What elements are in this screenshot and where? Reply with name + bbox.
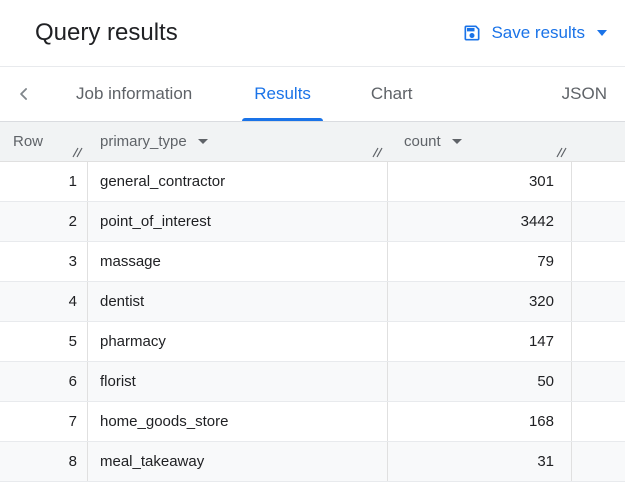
primary-type-cell[interactable]: florist — [88, 362, 388, 401]
column-resize-handle-icon[interactable] — [370, 146, 385, 159]
tab-json[interactable]: JSON — [544, 67, 625, 121]
primary-type-cell[interactable]: general_contractor — [88, 162, 388, 201]
tab-job-information[interactable]: Job information — [58, 67, 210, 121]
spacer-cell — [572, 202, 625, 241]
count-cell[interactable]: 320 — [388, 282, 572, 321]
primary-type-cell[interactable]: point_of_interest — [88, 202, 388, 241]
count-cell[interactable]: 301 — [388, 162, 572, 201]
column-resize-handle-icon[interactable] — [70, 146, 85, 159]
spacer-cell — [572, 402, 625, 441]
primary-type-sort-caret-icon[interactable] — [197, 139, 208, 144]
title-bar: Query results Save results — [0, 0, 625, 67]
count-cell[interactable]: 3442 — [388, 202, 572, 241]
save-icon — [462, 23, 482, 43]
table-header: Row primary_type count — [0, 122, 625, 162]
column-header-spacer — [572, 122, 625, 161]
spacer-cell — [572, 162, 625, 201]
spacer-cell — [572, 322, 625, 361]
column-header-row-label: Row — [13, 133, 44, 150]
save-results-button[interactable]: Save results — [454, 17, 615, 49]
count-cell[interactable]: 168 — [388, 402, 572, 441]
spacer-cell — [572, 242, 625, 281]
count-cell[interactable]: 31 — [388, 442, 572, 481]
spacer-cell — [572, 282, 625, 321]
column-header-row: Row — [0, 122, 88, 161]
table-row[interactable]: 6 florist 50 — [0, 362, 625, 402]
row-number-cell: 5 — [0, 322, 88, 361]
row-number-cell: 2 — [0, 202, 88, 241]
column-header-primary-type: primary_type — [88, 122, 388, 161]
table-row[interactable]: 1 general_contractor 301 — [0, 162, 625, 202]
column-header-count-label: count — [404, 133, 441, 150]
table-row[interactable]: 4 dentist 320 — [0, 282, 625, 322]
column-header-count: count — [388, 122, 572, 161]
back-chevron-button[interactable] — [0, 67, 48, 121]
page-title: Query results — [35, 19, 178, 46]
spacer-cell — [572, 442, 625, 481]
row-number-cell: 6 — [0, 362, 88, 401]
row-number-cell: 7 — [0, 402, 88, 441]
tab-results[interactable]: Results — [236, 67, 329, 121]
table-row[interactable]: 5 pharmacy 147 — [0, 322, 625, 362]
table-row[interactable]: 7 home_goods_store 168 — [0, 402, 625, 442]
row-number-cell: 8 — [0, 442, 88, 481]
count-cell[interactable]: 147 — [388, 322, 572, 361]
table-row[interactable]: 8 meal_takeaway 31 — [0, 442, 625, 482]
column-resize-handle-icon[interactable] — [554, 146, 569, 159]
primary-type-cell[interactable]: meal_takeaway — [88, 442, 388, 481]
save-dropdown-caret-icon — [597, 30, 607, 36]
row-number-cell: 4 — [0, 282, 88, 321]
save-results-label: Save results — [491, 23, 585, 42]
primary-type-cell[interactable]: massage — [88, 242, 388, 281]
tab-chart[interactable]: Chart — [353, 67, 431, 121]
spacer-cell — [572, 362, 625, 401]
row-number-cell: 1 — [0, 162, 88, 201]
count-cell[interactable]: 79 — [388, 242, 572, 281]
table-row[interactable]: 3 massage 79 — [0, 242, 625, 282]
chevron-left-icon — [14, 84, 34, 104]
count-sort-caret-icon[interactable] — [451, 139, 462, 144]
primary-type-cell[interactable]: dentist — [88, 282, 388, 321]
row-number-cell: 3 — [0, 242, 88, 281]
count-cell[interactable]: 50 — [388, 362, 572, 401]
primary-type-cell[interactable]: pharmacy — [88, 322, 388, 361]
table-row[interactable]: 2 point_of_interest 3442 — [0, 202, 625, 242]
primary-type-cell[interactable]: home_goods_store — [88, 402, 388, 441]
table-body: 1 general_contractor 301 2 point_of_inte… — [0, 162, 625, 482]
results-tab-bar: Job information Results Chart JSON — [0, 67, 625, 122]
column-header-primary-type-label: primary_type — [100, 133, 187, 150]
